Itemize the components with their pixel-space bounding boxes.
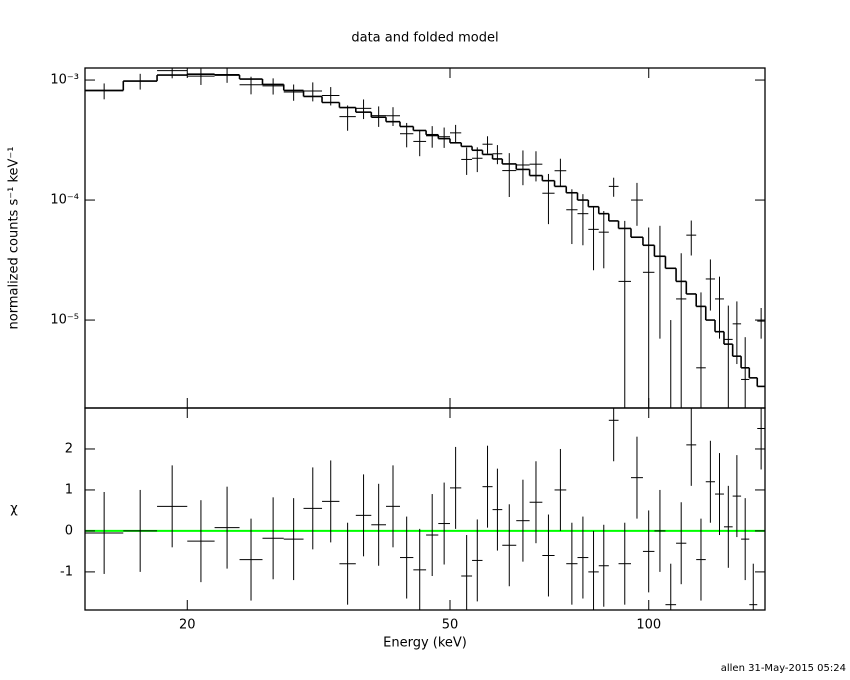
plot-frame <box>84 407 766 611</box>
plot-frame <box>84 67 766 409</box>
y-tick-label: 10⁻⁵ <box>50 313 79 328</box>
x-tick-label: 100 <box>636 618 661 633</box>
y-tick-label: 1 <box>65 482 73 497</box>
top-plot <box>85 68 765 408</box>
y-tick-label: 10⁻³ <box>50 73 79 88</box>
y-tick-label: 2 <box>65 441 73 456</box>
y-tick-label: 10⁻⁴ <box>50 193 79 208</box>
y-axis-label: χ <box>10 502 18 517</box>
bottom-plot <box>85 408 765 610</box>
y-tick-label: -1 <box>60 564 73 579</box>
x-axis-label: Energy (keV) <box>383 636 467 651</box>
x-tick-label: 20 <box>179 618 196 633</box>
axes: 10⁻³ 10⁻⁴ 10⁻⁵ -1 0 1 2 20 50 100 <box>50 67 766 633</box>
footer: allen 31-May-2015 05:24 <box>721 663 846 674</box>
y-axis-label: normalized counts s⁻¹ keV⁻¹ <box>7 147 22 330</box>
chart-title: data and folded model <box>351 31 498 46</box>
x-tick-label: 50 <box>442 618 459 633</box>
y-tick-label: 0 <box>65 523 73 538</box>
